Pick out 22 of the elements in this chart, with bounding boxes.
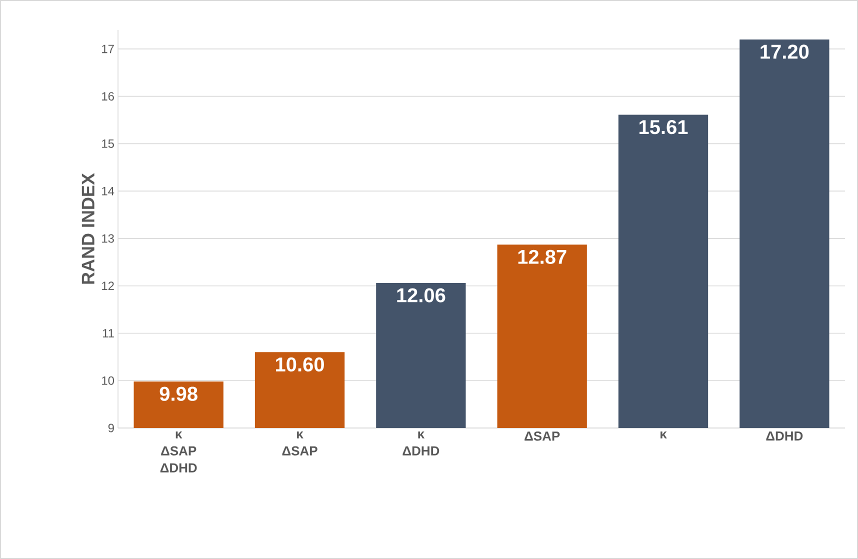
data-label: 12.87	[518, 250, 566, 264]
y-tick-label: 16	[102, 92, 114, 101]
y-axis-title: RAND INDEX	[82, 173, 94, 284]
data-label: 9.98	[160, 386, 198, 401]
y-tick-label: 12	[102, 282, 114, 290]
y-tick-label: 14	[102, 186, 114, 196]
data-label: 10.60	[276, 357, 324, 372]
y-tick-label: 10	[102, 376, 114, 385]
x-tick-label: κ	[660, 431, 667, 438]
data-label: 12.06	[397, 288, 446, 302]
x-tick-label: κ ΔSAP	[282, 431, 318, 456]
x-tick-label: ΔDHD	[766, 432, 803, 440]
y-tick-label: 9	[108, 424, 114, 432]
y-tick-label: 13	[102, 234, 114, 243]
data-label: 17.20	[760, 44, 809, 59]
data-label: 15.61	[639, 120, 688, 134]
x-tick-label: κ ΔSAP ΔDHD	[160, 431, 197, 472]
y-tick-label: 17	[102, 44, 114, 54]
x-tick-label: ΔSAP	[524, 432, 560, 441]
x-tick-label: κ ΔDHD	[402, 431, 440, 456]
y-tick-label: 15	[102, 140, 114, 148]
y-tick-label: 11	[102, 329, 114, 338]
